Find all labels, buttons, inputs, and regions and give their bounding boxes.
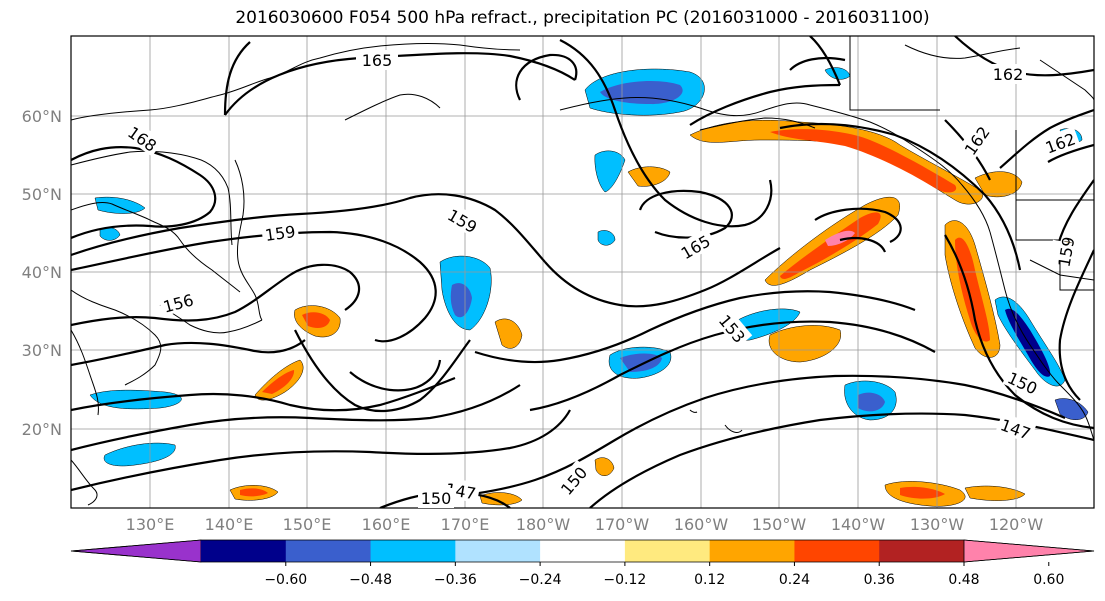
- fill-strong-positive-california: [955, 237, 990, 342]
- lat-label-20n: 20°N: [22, 420, 62, 439]
- colorbar-tick-label: −0.24: [519, 572, 562, 588]
- lat-label-60n: 60°N: [22, 107, 62, 126]
- fill-positive-180-south: [594, 457, 615, 476]
- fill-strong-positive-southeast: [900, 486, 945, 499]
- contour-label: 159: [264, 222, 297, 245]
- fill-strong-positive-155e-south: [240, 488, 268, 497]
- fill-positive-southeast2: [964, 485, 1026, 501]
- colorbar-segment: [879, 540, 965, 562]
- lat-label-40n: 40°N: [22, 263, 62, 282]
- colorbar-segment: [624, 540, 711, 562]
- colorbar-segments: [70, 539, 1095, 563]
- fill-positive-east-central: [768, 325, 842, 363]
- colorbar-tick-label: 0.60: [1033, 572, 1064, 588]
- colorbar-segment: [285, 540, 372, 562]
- lat-label-50n: 50°N: [22, 185, 62, 204]
- lon-label: 130°E: [126, 515, 175, 534]
- fill-strong-positive-japan-south: [262, 370, 295, 394]
- lon-label: 160°W: [674, 515, 729, 534]
- fill-positive-175w-south: [479, 492, 523, 506]
- colorbar-segment: [201, 540, 287, 562]
- colorbar-tick-label: −0.36: [434, 572, 477, 588]
- map-content: [71, 36, 1094, 508]
- colorbar-arrow-right: [963, 539, 1095, 563]
- fill-strong-positive-alaska: [770, 129, 957, 193]
- colorbar-tick-label: 0.48: [948, 572, 979, 588]
- map-frame: [70, 35, 1095, 509]
- colorbar-segment: [455, 540, 541, 562]
- fill-negative-west2: [103, 442, 176, 467]
- fill-negative-west3: [94, 196, 146, 214]
- lat-label-30n: 30°N: [22, 341, 62, 360]
- colorbar-tick-label: 0.24: [779, 572, 810, 588]
- fill-strong-negative-central: [620, 353, 662, 372]
- contour-lines: [71, 36, 1094, 508]
- lon-label: 180°W: [516, 515, 571, 534]
- lon-label: 170°E: [441, 515, 490, 534]
- lon-label: 140°W: [831, 515, 886, 534]
- lon-label: 150°W: [752, 515, 807, 534]
- fill-positive-coast: [974, 171, 1023, 198]
- page-title: 2016030600 F054 500 hPa refract., precip…: [235, 8, 930, 28]
- fill-negative-165w: [597, 230, 616, 246]
- lon-label: 170°W: [595, 515, 650, 534]
- colorbar-segment: [709, 540, 795, 562]
- contour-label-group: 165 168 159 159 156 165 153 162 162 162 …: [122, 50, 1089, 508]
- lon-label: 130°W: [910, 515, 965, 534]
- fill-positive-175w: [494, 318, 523, 349]
- colorbar-tick-label: −0.60: [264, 572, 307, 588]
- lon-label: 140°E: [205, 515, 254, 534]
- fill-negative-160w-north: [594, 150, 626, 193]
- fill-pink-diagonal: [825, 230, 855, 246]
- lon-label: 150°E: [283, 515, 332, 534]
- colorbar-arrow-left: [70, 539, 202, 563]
- colorbar: −0.60 −0.48 −0.36 −0.24 −0.12 0.12 0.24 0.36 0.4…: [70, 539, 1095, 588]
- colorbar-ticks: −0.60 −0.48 −0.36 −0.24 −0.12 0.12 0.24 0.36 0.4…: [264, 562, 1064, 588]
- fill-negative-baja: [1054, 398, 1089, 420]
- fill-strong-negative-170e: [450, 283, 472, 318]
- colorbar-tick-label: 0.36: [864, 572, 895, 588]
- colorbar-segment: [540, 540, 626, 562]
- lon-label: 120°W: [989, 515, 1044, 534]
- colorbar-border: [70, 539, 1095, 563]
- contour-label: 165: [362, 51, 393, 70]
- fill-strong-negative-south-central: [858, 392, 885, 412]
- contour-label: 162: [993, 65, 1024, 84]
- colorbar-tick-label: −0.48: [349, 572, 392, 588]
- lon-label: 160°E: [362, 515, 411, 534]
- longitude-labels: 130°E 140°E 150°E 160°E 170°E 180°W 170°…: [126, 515, 1044, 534]
- colorbar-segment: [370, 540, 456, 562]
- fill-strong-positive-150e: [302, 312, 330, 328]
- colorbar-segment: [794, 540, 880, 562]
- colorbar-tick-label: 0.12: [694, 572, 725, 588]
- colorbar-tick-label: −0.12: [603, 572, 646, 588]
- latitude-labels: 60°N 50°N 40°N 30°N 20°N: [22, 107, 62, 439]
- contour-label: 150: [421, 489, 452, 508]
